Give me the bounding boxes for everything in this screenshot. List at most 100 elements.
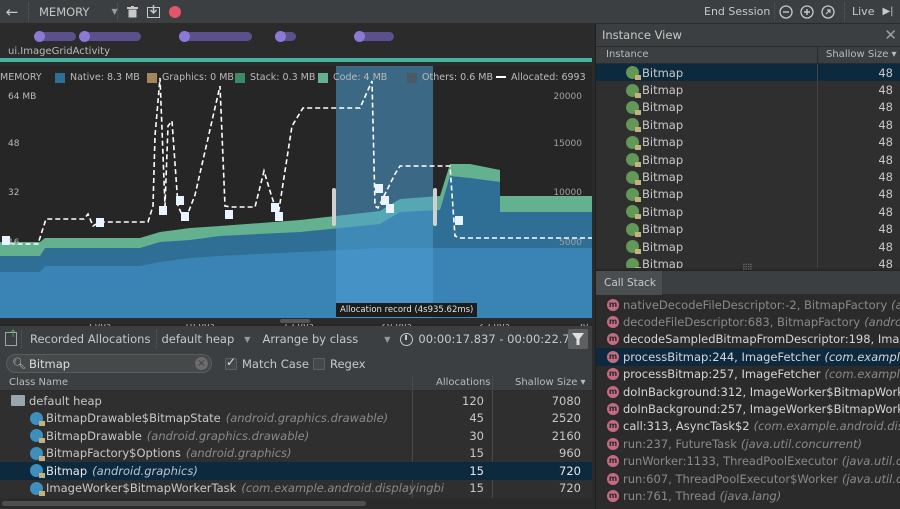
col-instance[interactable]: Instance: [606, 49, 649, 60]
frame-package: (android.g: [891, 297, 900, 312]
close-icon[interactable]: ✕: [884, 26, 897, 44]
table-row[interactable]: BitmapDrawable (android.graphics.drawabl…: [0, 427, 592, 445]
instance-size: 48: [878, 117, 893, 132]
stack-frame[interactable]: m run:607, ThreadPoolExecutor$Worker (java…: [596, 470, 900, 487]
stack-frame[interactable]: m decodeSampledBitmapFromDescriptor:198, …: [596, 331, 900, 348]
funnel-icon: [572, 333, 584, 345]
search-row: 🔍︎ Bitmap × ✓ Match Case Regex: [0, 352, 592, 376]
y-tick-left: 48: [8, 139, 20, 149]
frame-package: (com.example.android.displa: [753, 419, 900, 434]
zoom-out-icon[interactable]: [779, 0, 793, 24]
zoom-in-icon[interactable]: [800, 0, 814, 24]
stack-frame[interactable]: m runWorker:1133, ThreadPoolExecutor (java…: [596, 453, 900, 470]
stack-frame[interactable]: m run:237, FutureTask (java.util.concurren…: [596, 435, 900, 452]
stack-frame[interactable]: m nativeDecodeFileDescriptor:-2, BitmapFa…: [596, 296, 900, 313]
instance-size: 48: [878, 187, 893, 202]
live-button[interactable]: Live ▶|: [852, 0, 894, 24]
instance-icon: [626, 257, 641, 268]
stack-frame[interactable]: m processBitmap:257, ImageFetcher (com.exa…: [596, 366, 900, 383]
table-row[interactable]: ImageWorker$BitmapWorkerTask (com.exampl…: [0, 480, 592, 498]
event-pill[interactable]: [275, 31, 296, 42]
search-value: Bitmap: [28, 356, 71, 371]
x-tick: 30.: [577, 320, 592, 330]
instance-row[interactable]: Bitmap 48: [596, 238, 900, 255]
instance-row[interactable]: Bitmap 48: [596, 203, 900, 220]
instance-row[interactable]: Bitmap 48: [596, 134, 900, 151]
stack-frame[interactable]: m call:313, AsyncTask$2 (com.example.andro…: [596, 418, 900, 435]
call-stack-tabbar: Call Stack: [596, 270, 900, 295]
export-icon[interactable]: ↑: [5, 329, 17, 346]
regex-checkbox[interactable]: [313, 358, 325, 370]
col-shallow-size[interactable]: Shallow Size ▾: [515, 377, 586, 388]
event-pill[interactable]: [34, 31, 76, 42]
filter-button[interactable]: [568, 329, 588, 349]
instance-row[interactable]: Bitmap 48: [596, 168, 900, 185]
column-divider: [817, 64, 818, 268]
skip-to-end-icon: ▶|: [882, 6, 894, 17]
table-row[interactable]: BitmapDrawable$BitmapState (android.grap…: [0, 410, 592, 428]
col-shallow-size[interactable]: Shallow Size ▾: [826, 49, 897, 60]
stack-frame[interactable]: m decodeFileDescriptor:683, BitmapFactory…: [596, 313, 900, 330]
clear-search-icon[interactable]: ×: [195, 357, 208, 370]
table-header: Class Name Allocations Shallow Size ▾: [0, 376, 592, 391]
profiler-select[interactable]: MEMORY ▼: [33, 0, 118, 24]
instance-row[interactable]: Bitmap 48: [596, 151, 900, 168]
instance-row[interactable]: Bitmap 48: [596, 186, 900, 203]
table-row-selected[interactable]: Bitmap (android.graphics) 15 720: [0, 462, 592, 480]
table-horizontal-scrollbar[interactable]: [0, 498, 592, 509]
method-icon: m: [607, 316, 619, 329]
event-pill[interactable]: [79, 31, 141, 42]
table-row[interactable]: default heap 120 7080: [0, 392, 592, 410]
stack-frame[interactable]: m run:761, Thread (java.lang): [596, 487, 900, 504]
scrollbar-thumb[interactable]: [2, 501, 366, 506]
instance-row[interactable]: Bitmap 48: [596, 116, 900, 133]
instance-row-selected[interactable]: Bitmap 48: [596, 64, 900, 82]
stack-frame-selected[interactable]: m processBitmap:244, ImageFetcher (com.exa…: [596, 348, 900, 366]
instance-size: 48: [878, 100, 893, 115]
stack-frame[interactable]: m doInBackground:312, ImageWorker$BitmapW…: [596, 383, 900, 400]
dump-heap-icon[interactable]: [142, 0, 164, 24]
end-session-button[interactable]: End Session: [704, 5, 771, 18]
event-pill[interactable]: [179, 31, 252, 42]
class-icon: [30, 411, 45, 426]
activity-label: ui.ImageGridActivity: [8, 46, 110, 57]
instance-row[interactable]: Bitmap 48: [596, 221, 900, 238]
arrange-select[interactable]: Arrange by class ▼: [262, 332, 390, 346]
tab-call-stack[interactable]: Call Stack: [596, 271, 662, 295]
back-arrow-icon[interactable]: ←: [5, 2, 19, 21]
instance-row[interactable]: Bitmap 48: [596, 255, 900, 268]
timeline-scrollbar[interactable]: [0, 318, 592, 324]
reset-zoom-icon[interactable]: [821, 0, 835, 24]
instance-size: 48: [878, 65, 893, 80]
force-gc-trash-icon[interactable]: [122, 0, 142, 24]
col-allocations[interactable]: Allocations: [436, 377, 491, 388]
match-case-checkbox[interactable]: ✓: [225, 355, 237, 370]
frame-package: (java.lang): [719, 489, 782, 504]
record-allocations-button[interactable]: [164, 0, 186, 24]
event-pill[interactable]: [354, 31, 394, 42]
stack-frame[interactable]: m doInBackground:257, ImageWorker$BitmapW…: [596, 400, 900, 417]
instance-name: Bitmap: [642, 135, 684, 150]
table-row[interactable]: BitmapFactory$Options (android.graphics)…: [0, 445, 592, 463]
instance-icon: [626, 240, 641, 255]
instance-icon: [626, 100, 641, 115]
frame-package: (java.util.concurrent): [740, 436, 863, 451]
search-input[interactable]: 🔍︎ Bitmap ×: [6, 354, 212, 373]
row-allocations: 15: [469, 446, 484, 461]
frame-method: doInBackground:312, ImageWorker$BitmapWo…: [623, 384, 900, 399]
instance-row[interactable]: Bitmap 48: [596, 99, 900, 116]
legend-allocated: Allocated: 6993: [496, 72, 586, 83]
instance-size: 48: [878, 239, 893, 254]
heap-select-value: default heap: [161, 332, 235, 346]
x-tick: 25.00s: [479, 320, 510, 330]
view-select[interactable]: Recorded Allocations: [30, 332, 151, 346]
instance-name: Bitmap: [642, 222, 684, 237]
instance-row[interactable]: Bitmap 48: [596, 81, 900, 98]
heap-select[interactable]: default heap ▼: [161, 332, 250, 346]
instance-name: Bitmap: [642, 83, 684, 98]
scrollbar-thumb[interactable]: [280, 319, 310, 323]
col-class-name[interactable]: Class Name: [9, 377, 68, 388]
instance-size: 48: [878, 170, 893, 185]
splitter-grip-icon[interactable]: ⠿⠿: [742, 263, 753, 272]
memory-chart[interactable]: MEMORY Native: 8.3 MB Graphics: 0 MB Sta…: [0, 66, 592, 334]
